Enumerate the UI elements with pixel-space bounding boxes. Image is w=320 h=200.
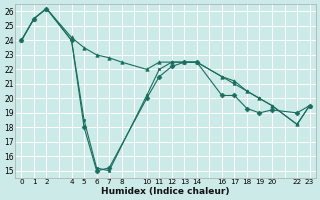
X-axis label: Humidex (Indice chaleur): Humidex (Indice chaleur) bbox=[101, 187, 230, 196]
